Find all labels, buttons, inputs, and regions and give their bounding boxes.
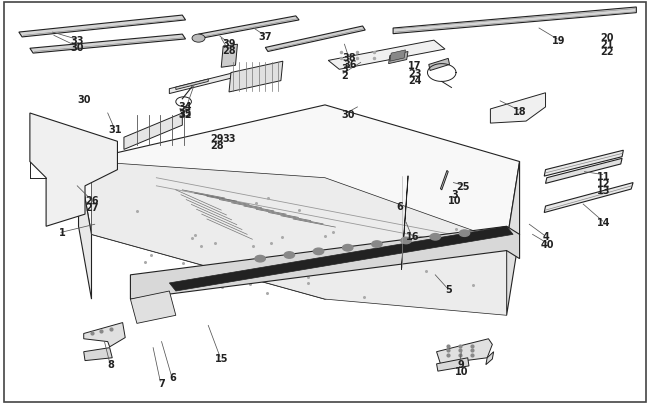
Text: 13: 13 [597, 186, 610, 196]
Text: 6: 6 [396, 202, 403, 211]
Polygon shape [437, 339, 492, 364]
Circle shape [192, 35, 205, 43]
Text: 2: 2 [341, 70, 348, 80]
Text: 30: 30 [70, 43, 84, 53]
Text: 37: 37 [259, 32, 272, 42]
Polygon shape [79, 106, 519, 299]
Polygon shape [92, 162, 506, 315]
Polygon shape [84, 348, 112, 361]
Polygon shape [390, 51, 406, 62]
Text: 6: 6 [169, 372, 176, 382]
Polygon shape [544, 183, 633, 213]
Text: 18: 18 [513, 107, 526, 117]
Circle shape [313, 249, 324, 255]
Text: 5: 5 [445, 284, 452, 294]
Text: 4: 4 [542, 232, 549, 242]
Text: 38: 38 [343, 53, 356, 63]
Polygon shape [545, 159, 622, 184]
Polygon shape [441, 171, 448, 190]
Polygon shape [221, 45, 237, 68]
Text: 26: 26 [84, 196, 98, 205]
Text: 40: 40 [541, 239, 554, 249]
Text: 20: 20 [601, 33, 614, 43]
Text: 8: 8 [107, 359, 114, 369]
Circle shape [401, 238, 411, 244]
Text: 35: 35 [179, 109, 192, 119]
Polygon shape [19, 16, 185, 38]
Text: 1: 1 [59, 228, 66, 238]
Circle shape [255, 256, 265, 262]
Polygon shape [30, 114, 118, 227]
Polygon shape [402, 176, 408, 270]
Text: 29: 29 [210, 134, 224, 144]
Text: 11: 11 [597, 171, 610, 181]
Polygon shape [544, 151, 623, 177]
Text: 28: 28 [222, 46, 236, 56]
Text: 15: 15 [214, 353, 228, 363]
Text: 39: 39 [222, 39, 236, 49]
Circle shape [460, 230, 470, 237]
Text: 30: 30 [341, 109, 354, 119]
Text: 27: 27 [84, 203, 98, 213]
Text: 10: 10 [448, 196, 462, 205]
Text: 10: 10 [454, 366, 468, 376]
Polygon shape [131, 291, 176, 324]
Circle shape [343, 245, 353, 252]
Text: 21: 21 [601, 40, 614, 50]
Polygon shape [506, 162, 519, 315]
Polygon shape [328, 41, 445, 70]
Polygon shape [490, 94, 545, 124]
Polygon shape [429, 59, 450, 71]
Text: 3: 3 [451, 190, 458, 199]
Polygon shape [30, 35, 185, 54]
Text: 30: 30 [77, 95, 90, 104]
Polygon shape [389, 52, 408, 64]
Text: 25: 25 [456, 181, 469, 191]
Circle shape [372, 241, 382, 248]
Circle shape [284, 252, 294, 259]
Text: 19: 19 [552, 36, 566, 46]
Text: 36: 36 [343, 60, 356, 70]
Polygon shape [84, 323, 125, 347]
Polygon shape [486, 352, 493, 365]
Text: 24: 24 [408, 76, 421, 85]
Polygon shape [170, 227, 513, 291]
Polygon shape [170, 73, 234, 94]
Text: 34: 34 [179, 101, 192, 111]
Polygon shape [79, 162, 92, 299]
Text: 22: 22 [601, 47, 614, 58]
Text: 28: 28 [210, 141, 224, 151]
Text: 17: 17 [408, 61, 421, 71]
Text: 33: 33 [222, 134, 236, 144]
Text: 7: 7 [158, 378, 165, 388]
Text: 32: 32 [179, 109, 192, 119]
Polygon shape [229, 62, 283, 93]
Polygon shape [198, 17, 299, 39]
Polygon shape [131, 227, 519, 299]
Text: 33: 33 [70, 36, 84, 46]
Polygon shape [265, 27, 365, 52]
Text: 16: 16 [406, 232, 419, 242]
Text: 9: 9 [458, 359, 465, 369]
Text: 23: 23 [408, 68, 421, 78]
Text: 12: 12 [597, 179, 610, 188]
Polygon shape [124, 114, 182, 150]
Polygon shape [393, 8, 636, 34]
Polygon shape [176, 80, 208, 90]
Text: 14: 14 [597, 218, 610, 228]
Text: 31: 31 [109, 125, 122, 135]
Text: 3: 3 [341, 64, 348, 74]
Polygon shape [437, 358, 469, 371]
Circle shape [430, 234, 441, 241]
